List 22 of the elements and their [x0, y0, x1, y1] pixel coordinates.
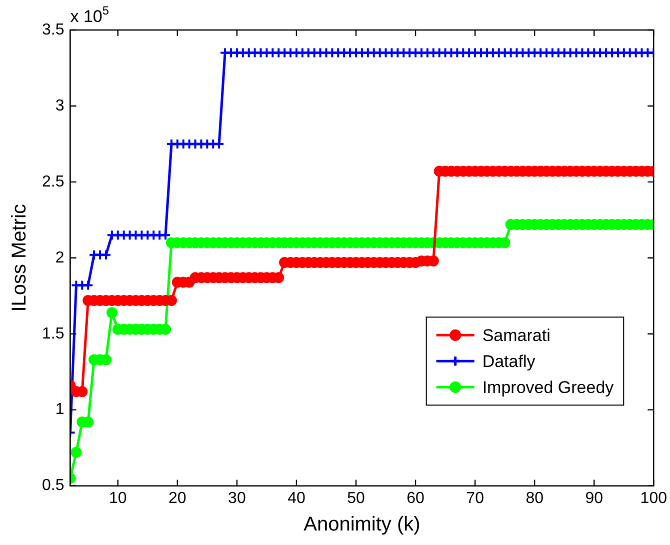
y-tick-label: 3	[55, 97, 64, 114]
x-tick-label: 50	[347, 490, 365, 507]
legend-label: Improved Greedy	[482, 378, 614, 397]
x-tick-label: 20	[168, 490, 186, 507]
x-tick-label: 80	[526, 490, 544, 507]
x-axis-title: Anonimity (k)	[304, 514, 420, 536]
legend-label: Datafly	[482, 352, 536, 371]
y-tick-label: 1	[55, 401, 64, 418]
x-tick-label: 90	[585, 490, 604, 507]
x-tick-label: 70	[466, 490, 484, 507]
y-tick-label: 1.5	[42, 325, 64, 342]
y-tick-label: 3.5	[42, 21, 64, 38]
x-tick-label: 60	[406, 490, 425, 507]
y-tick-label: 2	[55, 249, 64, 266]
x-tick-label: 30	[228, 490, 246, 507]
x-tick-label: 40	[288, 490, 306, 507]
legend-label: Samarati	[482, 326, 550, 345]
y-axis-title: ILoss Metric	[8, 204, 31, 312]
x-tick-label: 10	[108, 490, 127, 507]
y-tick-label: 2.5	[42, 173, 64, 190]
y-tick-label: 0.5	[42, 477, 64, 494]
x-tick-label: 100	[640, 490, 668, 507]
